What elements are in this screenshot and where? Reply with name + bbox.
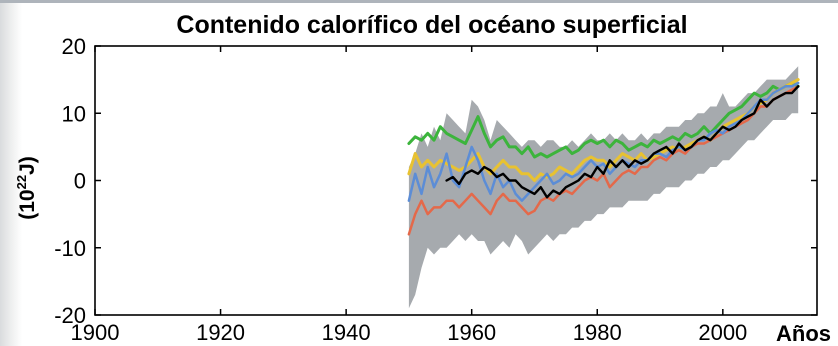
series-line-1 bbox=[407, 81, 800, 159]
uncertainty-band-layer bbox=[408, 66, 799, 309]
tick-layer: 1900 1920 1940 1960 1980 2000 20 10 0 -10 -20 bbox=[54, 34, 817, 345]
y-axis-label-unit: J) bbox=[16, 156, 39, 175]
x-tick-label: 2000 bbox=[698, 320, 747, 345]
series-line-5 bbox=[445, 85, 800, 199]
series-layer bbox=[407, 78, 800, 236]
x-tick-label: 1980 bbox=[573, 320, 622, 345]
series-line-2 bbox=[407, 78, 800, 182]
series-line-4 bbox=[407, 81, 800, 202]
y-tick-label: 0 bbox=[74, 169, 86, 194]
uncertainty-band bbox=[408, 66, 799, 309]
x-axis-label: Años bbox=[776, 321, 831, 346]
y-tick-label: -10 bbox=[54, 236, 86, 261]
x-tick-label: 1960 bbox=[447, 320, 496, 345]
x-tick-label: 1920 bbox=[196, 320, 245, 345]
y-axis-label-base: (10 bbox=[16, 189, 39, 219]
x-tick-label: 1940 bbox=[322, 320, 371, 345]
chart-title: Contenido calorífico del océano superfic… bbox=[176, 11, 687, 39]
y-axis-label: (1022J) bbox=[14, 156, 39, 220]
y-tick-label: -20 bbox=[54, 303, 86, 328]
top-rule bbox=[0, 0, 838, 3]
x-tick-label: 1900 bbox=[71, 320, 120, 345]
y-axis-label-exponent: 22 bbox=[14, 175, 29, 189]
y-tick-label: 20 bbox=[62, 34, 86, 59]
y-tick-label: 10 bbox=[62, 101, 86, 126]
